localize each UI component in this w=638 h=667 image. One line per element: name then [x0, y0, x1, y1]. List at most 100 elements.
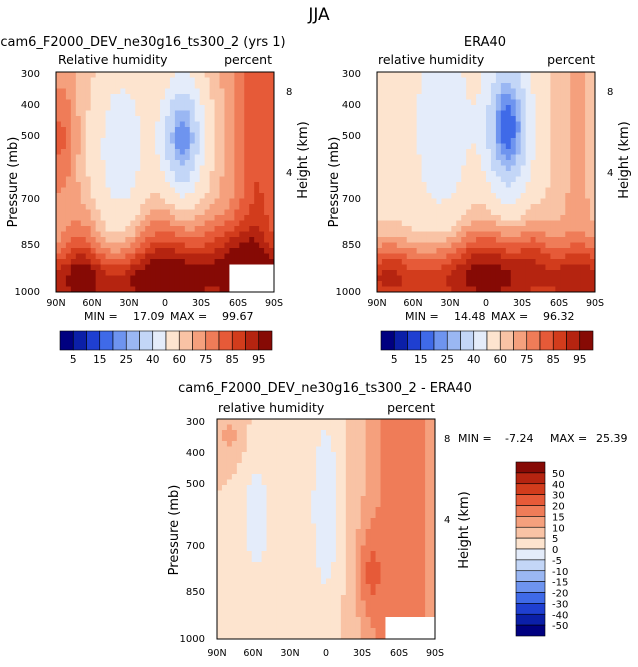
heatmap-cell — [155, 105, 161, 112]
heatmap-cell — [330, 485, 337, 492]
heatmap-cell — [184, 259, 191, 266]
heatmap-cell — [140, 121, 146, 128]
heatmap-cell — [140, 275, 146, 282]
heatmap-cell — [370, 540, 377, 547]
heatmap-cell — [406, 275, 413, 282]
heatmap-cell — [580, 160, 586, 167]
heatmap-cell — [231, 567, 238, 574]
heatmap-cell — [217, 430, 223, 437]
heatmap-cell — [209, 253, 216, 260]
heatmap-cell — [239, 132, 245, 139]
heatmap-cell — [214, 270, 221, 277]
heatmap-cell — [261, 518, 268, 525]
heatmap-cell — [169, 72, 176, 79]
heatmap-cell — [570, 138, 576, 145]
heatmap-cell — [150, 264, 156, 271]
heatmap-cell — [75, 99, 82, 106]
heatmap-cell — [585, 275, 591, 282]
heatmap-cell — [150, 226, 156, 233]
heatmap-cell — [471, 143, 477, 150]
heatmap-cell — [269, 264, 274, 271]
heatmap-cell — [241, 551, 248, 558]
heatmap-cell — [420, 485, 426, 492]
heatmap-cell — [350, 430, 357, 437]
heatmap-cell — [377, 281, 383, 288]
heatmap-cell — [421, 77, 428, 84]
heatmap-cell — [90, 176, 97, 183]
heatmap-cell — [221, 479, 228, 486]
heatmap-cell — [585, 116, 591, 123]
heatmap-cell — [520, 237, 527, 244]
heatmap-cell — [425, 529, 431, 536]
heatmap-cell — [570, 182, 576, 189]
heatmap-cell — [189, 259, 196, 266]
heatmap-cell — [184, 116, 191, 123]
heatmap-cell — [406, 138, 413, 145]
heatmap-cell — [430, 507, 435, 514]
heatmap-cell — [130, 209, 136, 216]
figure-title: JJA — [307, 5, 330, 25]
heatmap-cell — [229, 209, 235, 216]
heatmap-cell — [241, 496, 248, 503]
heatmap-cell — [219, 121, 226, 128]
heatmap-cell — [70, 171, 77, 178]
heatmap-cell — [540, 270, 547, 277]
heatmap-cell — [321, 545, 327, 552]
heatmap-cell — [436, 209, 442, 216]
heatmap-cell — [430, 485, 435, 492]
heatmap-cell — [241, 556, 248, 563]
heatmap-cell — [194, 138, 201, 145]
heatmap-cell — [535, 160, 542, 167]
heatmap-cell — [140, 105, 146, 112]
heatmap-cell — [451, 209, 457, 216]
heatmap-cell — [380, 457, 387, 464]
heatmap-cell — [249, 116, 255, 123]
heatmap-cell — [145, 281, 151, 288]
heatmap-cell — [570, 105, 576, 112]
heatmap-cell — [406, 248, 413, 255]
heatmap-cell — [160, 105, 166, 112]
heatmap-cell — [430, 496, 435, 503]
heatmap-cell — [189, 143, 196, 150]
heatmap-cell — [510, 237, 517, 244]
heatmap-cell — [316, 490, 322, 497]
heatmap-cell — [525, 121, 532, 128]
heatmap-cell — [256, 529, 263, 536]
heatmap-cell — [391, 121, 398, 128]
heatmap-cell — [234, 270, 240, 277]
heatmap-cell — [254, 94, 260, 101]
heatmap-cell — [410, 490, 416, 497]
heatmap-cell — [221, 584, 228, 591]
heatmap-cell — [291, 419, 297, 426]
heatmap-cell — [411, 253, 418, 260]
heatmap-cell — [535, 248, 542, 255]
heatmap-cell — [150, 182, 156, 189]
heatmap-cell — [140, 149, 146, 156]
heatmap-cell — [400, 501, 406, 508]
heatmap-cell — [246, 452, 253, 459]
heatmap-cell — [199, 237, 206, 244]
heatmap-cell — [70, 88, 77, 95]
heatmap-cell — [125, 149, 131, 156]
heatmap-cell — [515, 215, 522, 222]
heatmap-cell — [221, 457, 228, 464]
heatmap-cell — [390, 424, 396, 431]
heatmap-cell — [420, 529, 426, 536]
x-tick-label: 90N — [46, 298, 65, 309]
heatmap-cell — [236, 446, 243, 453]
heatmap-cell — [266, 584, 273, 591]
heatmap-cell — [95, 215, 102, 222]
heatmap-cell — [209, 121, 216, 128]
heatmap-cell — [377, 242, 383, 249]
heatmap-cell — [234, 242, 240, 249]
heatmap-cell — [495, 237, 502, 244]
heatmap-cell — [254, 209, 260, 216]
heatmap-cell — [415, 463, 421, 470]
x-tick-label: 60N — [82, 298, 101, 309]
heatmap-cell — [266, 507, 273, 514]
heatmap-cell — [194, 171, 201, 178]
heatmap-cell — [125, 187, 131, 194]
heatmap-cell — [80, 215, 87, 222]
heatmap-cell — [560, 215, 566, 222]
heatmap-cell — [555, 248, 561, 255]
